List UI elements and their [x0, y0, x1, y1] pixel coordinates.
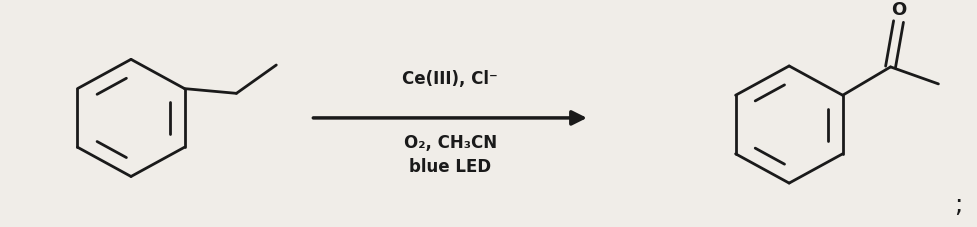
Text: Ce(III), Cl⁻: Ce(III), Cl⁻: [403, 70, 498, 88]
Text: O₂, CH₃CN: O₂, CH₃CN: [404, 134, 496, 152]
Text: ;: ;: [955, 193, 963, 217]
Text: blue LED: blue LED: [409, 158, 491, 176]
Text: O: O: [891, 1, 906, 19]
